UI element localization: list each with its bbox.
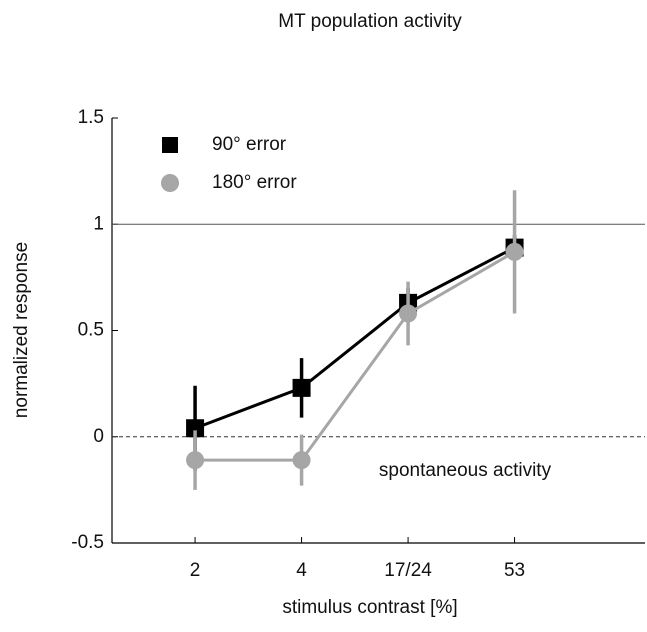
x-axis-label: stimulus contrast [%] <box>282 597 457 618</box>
marker <box>186 419 205 438</box>
series-line <box>194 246 516 430</box>
y-tick-label: 0.5 <box>78 320 104 341</box>
chart-title: MT population activity <box>278 11 462 32</box>
x-tick-label: 4 <box>296 560 307 581</box>
legend-marker <box>161 174 179 192</box>
y-tick-label: 0 <box>93 426 104 447</box>
annotation: spontaneous activity <box>379 460 552 481</box>
series-line <box>195 250 516 462</box>
x-tick-label: 2 <box>190 560 201 581</box>
marker <box>505 242 524 261</box>
y-axis-label: normalized response <box>11 242 32 418</box>
marker <box>292 378 311 397</box>
marker <box>292 451 311 470</box>
y-tick-label: 1.5 <box>78 107 104 128</box>
x-tick-label: 53 <box>504 560 525 581</box>
x-tick-label: 17/24 <box>384 560 432 581</box>
legend-label: 90° error <box>212 134 287 155</box>
y-tick-label: 1 <box>93 213 104 234</box>
marker <box>399 304 418 323</box>
marker <box>186 451 205 470</box>
legend-label: 180° error <box>212 172 297 193</box>
legend-marker <box>162 137 178 153</box>
y-tick-label: -0.5 <box>71 532 104 553</box>
